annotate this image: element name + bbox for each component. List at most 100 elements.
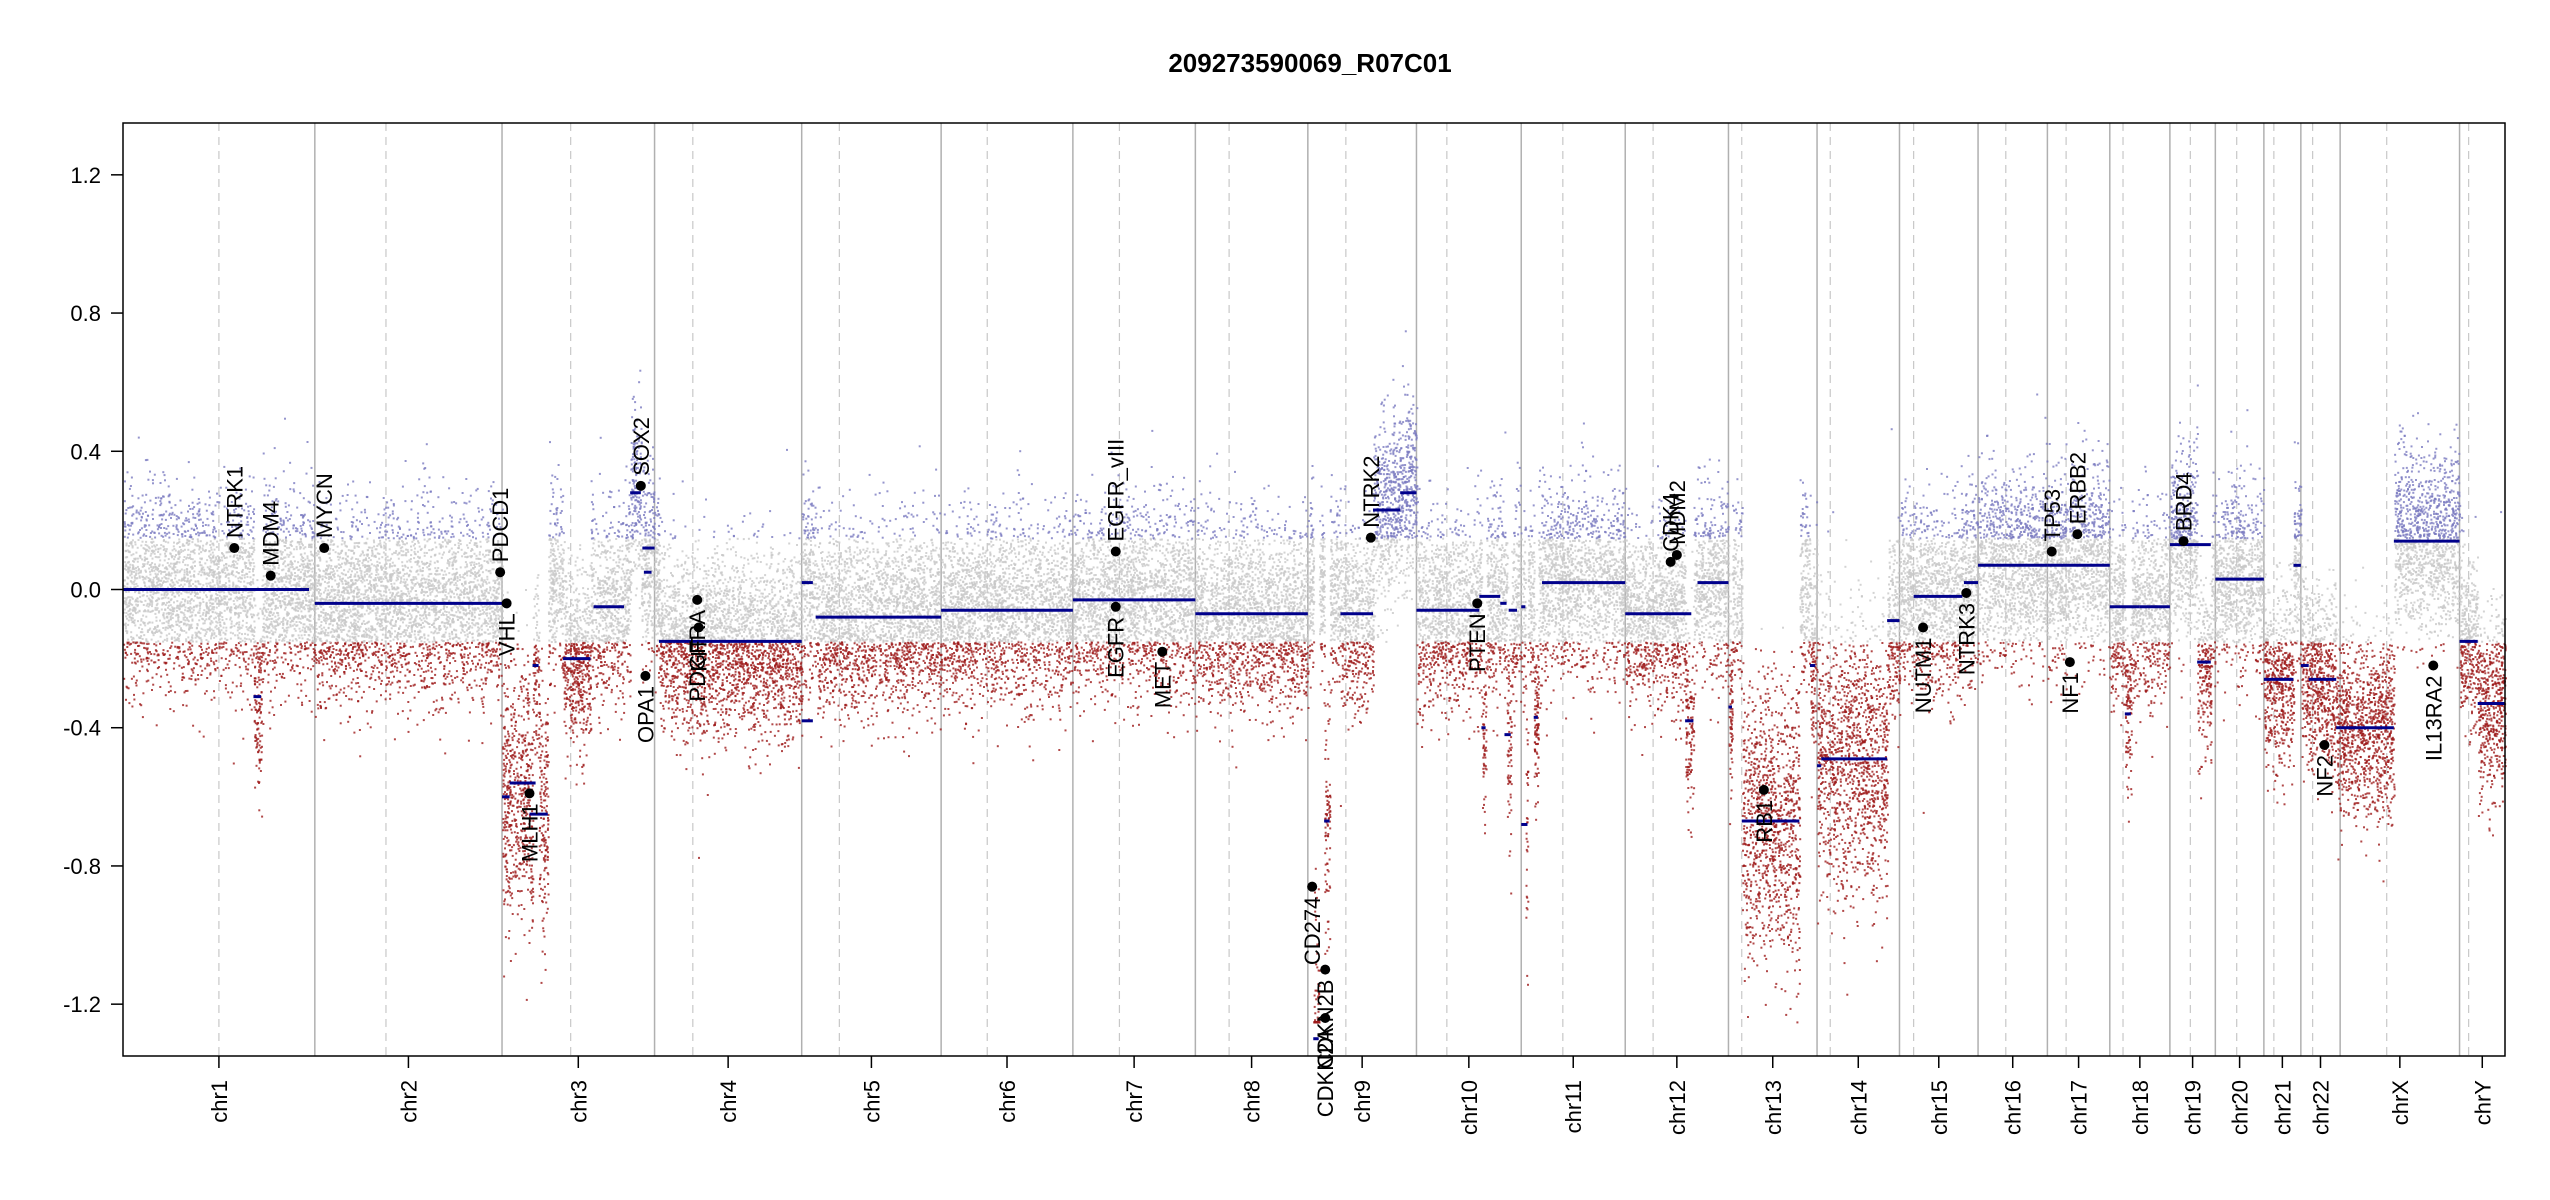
probe-point	[173, 583, 176, 586]
probe-point	[339, 629, 342, 631]
probe-point	[144, 584, 146, 587]
probe-point	[211, 602, 214, 605]
probe-point	[363, 613, 366, 616]
probe-point	[243, 542, 246, 545]
probe-point	[258, 646, 261, 649]
probe-point	[206, 628, 209, 631]
probe-point	[288, 546, 291, 549]
probe-point	[123, 579, 126, 582]
probe-point	[129, 542, 132, 545]
probe-point	[131, 603, 134, 606]
probe-point	[162, 615, 165, 618]
probe-point	[290, 577, 292, 580]
probe-point	[141, 631, 144, 634]
probe-point	[357, 682, 360, 684]
probe-point	[255, 738, 258, 741]
probe-point	[192, 583, 195, 585]
probe-point	[282, 638, 284, 641]
probe-point	[291, 606, 294, 609]
probe-point	[406, 668, 409, 671]
probe-point	[204, 503, 207, 506]
probe-point	[171, 641, 174, 644]
probe-point	[188, 677, 191, 680]
probe-point	[198, 601, 201, 604]
probe-point	[130, 476, 133, 479]
probe-point	[252, 652, 255, 655]
probe-point	[409, 709, 412, 712]
probe-point	[185, 542, 188, 545]
probe-point	[202, 566, 205, 569]
probe-point	[225, 567, 228, 570]
probe-point	[234, 646, 237, 649]
probe-point	[222, 631, 225, 634]
probe-point	[257, 617, 260, 620]
probe-point	[214, 597, 217, 600]
probe-point	[266, 570, 269, 573]
probe-point	[154, 536, 157, 539]
probe-point	[189, 648, 192, 651]
probe-point	[149, 594, 152, 597]
probe-point	[378, 625, 381, 627]
probe-point	[168, 612, 171, 615]
probe-point	[253, 620, 256, 623]
probe-point	[159, 570, 162, 572]
probe-point	[206, 654, 209, 656]
probe-point	[498, 668, 501, 671]
probe-point	[292, 616, 295, 619]
probe-point	[299, 525, 302, 527]
probe-point	[289, 488, 292, 491]
probe-point	[224, 633, 227, 636]
probe-point	[193, 548, 196, 551]
probe-point	[274, 659, 276, 662]
probe-point	[354, 645, 357, 648]
probe-point	[231, 650, 234, 653]
probe-point	[340, 566, 343, 569]
probe-point	[295, 575, 298, 578]
probe-point	[161, 564, 164, 567]
probe-point	[405, 587, 408, 590]
probe-point	[274, 499, 277, 502]
probe-point	[164, 552, 166, 555]
probe-point	[170, 609, 172, 612]
probe-point	[125, 698, 127, 701]
probe-point	[453, 501, 456, 503]
probe-point	[265, 567, 268, 570]
probe-point	[189, 553, 192, 556]
probe-point	[295, 545, 298, 548]
probe-point	[181, 643, 184, 646]
probe-point	[152, 628, 155, 631]
probe-point	[145, 548, 148, 551]
probe-point	[133, 609, 136, 611]
probe-point	[312, 484, 315, 487]
probe-point	[296, 527, 299, 530]
probe-point	[263, 494, 266, 497]
probe-point	[172, 581, 175, 584]
probe-point	[191, 619, 194, 622]
probe-point	[204, 629, 207, 632]
probe-point	[388, 548, 391, 551]
probe-point	[391, 565, 393, 568]
probe-point	[198, 611, 201, 614]
probe-point	[248, 582, 251, 584]
probe-point	[231, 585, 234, 588]
probe-point	[169, 612, 172, 615]
probe-point	[277, 612, 280, 615]
probe-point	[246, 573, 249, 576]
probe-point	[278, 526, 280, 529]
probe-point	[262, 622, 265, 625]
probe-point	[148, 547, 151, 550]
probe-point	[248, 570, 251, 573]
probe-point	[296, 506, 299, 509]
probe-point	[138, 575, 141, 578]
probe-point	[305, 586, 308, 589]
probe-point	[188, 646, 191, 649]
probe-point	[286, 623, 289, 626]
probe-point	[468, 582, 471, 584]
probe-point	[200, 568, 203, 571]
probe-point	[150, 590, 153, 593]
probe-point	[312, 584, 315, 586]
probe-point	[125, 615, 128, 618]
probe-point	[129, 524, 132, 527]
probe-point	[229, 618, 232, 621]
probe-point	[222, 668, 225, 671]
